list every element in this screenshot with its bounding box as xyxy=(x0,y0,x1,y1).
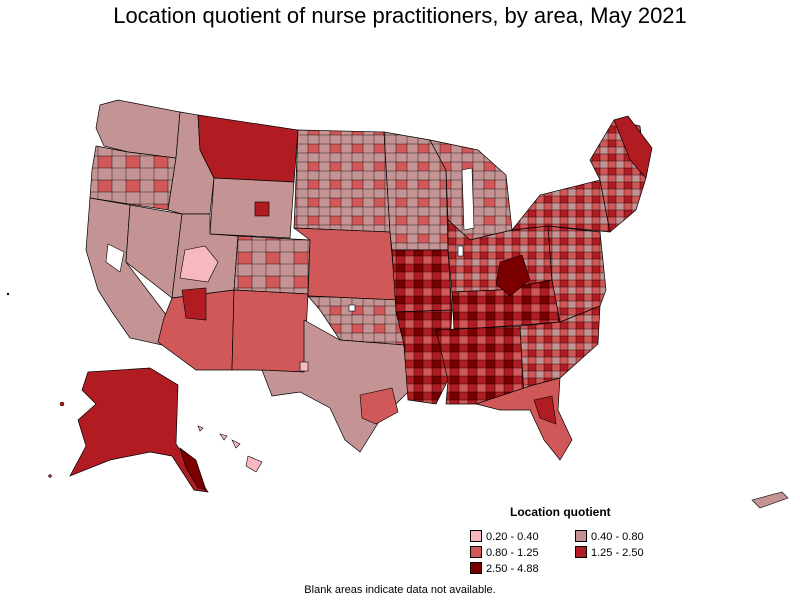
area-utah-low xyxy=(179,245,219,283)
legend-swatch-2 xyxy=(575,530,587,542)
legend-item-2: 0.40 - 0.80 xyxy=(575,530,644,544)
region-virginia-westvirginia xyxy=(547,225,607,323)
area-wyoming-high xyxy=(254,201,270,217)
area-illinois-blank xyxy=(457,245,464,257)
region-new-mexico xyxy=(231,289,309,373)
area-appalachia-high xyxy=(495,254,531,297)
territory-island xyxy=(6,292,10,296)
legend-swatch-1 xyxy=(470,530,482,542)
region-wyoming xyxy=(209,177,295,239)
alaska-island-1 xyxy=(59,401,65,407)
region-colorado xyxy=(233,235,311,295)
legend-title: Location quotient xyxy=(510,505,611,519)
legend-item-4: 1.25 - 2.50 xyxy=(575,546,644,560)
area-florida-high xyxy=(533,395,557,425)
area-texas-coast xyxy=(359,387,399,425)
region-montana xyxy=(197,114,299,183)
region-hawaii xyxy=(197,425,263,473)
footnote: Blank areas indicate data not available. xyxy=(304,584,496,596)
legend-item-5: 2.50 - 4.88 xyxy=(470,562,539,576)
region-nebraska-kansas xyxy=(292,227,397,301)
legend-item-1: 0.20 - 0.40 xyxy=(470,530,539,544)
alaska-island-2 xyxy=(48,474,52,478)
area-alaska-southeast xyxy=(179,447,207,491)
region-alaska xyxy=(69,367,209,493)
area-texas-blank xyxy=(299,361,309,372)
area-arizona-high xyxy=(181,287,207,321)
legend-label-3: 0.80 - 1.25 xyxy=(486,547,539,559)
legend-label-1: 0.20 - 0.40 xyxy=(486,531,539,543)
legend-label-4: 1.25 - 2.50 xyxy=(591,547,644,559)
legend-item-3: 0.80 - 1.25 xyxy=(470,546,539,560)
legend-swatch-4 xyxy=(575,546,587,558)
legend-label-2: 0.40 - 0.80 xyxy=(591,531,644,543)
area-oklahoma-blank xyxy=(348,304,356,312)
region-new-york-pennsylvania xyxy=(511,179,611,233)
region-dakotas xyxy=(293,129,391,233)
region-missouri xyxy=(391,249,453,313)
legend-swatch-3 xyxy=(470,546,482,558)
legend-label-5: 2.50 - 4.88 xyxy=(486,563,539,575)
area-lake-michigan xyxy=(461,167,475,231)
region-puerto-rico xyxy=(751,491,789,509)
area-nevada-blank xyxy=(105,243,125,273)
legend-swatch-5 xyxy=(470,562,482,574)
region-maine xyxy=(613,115,653,179)
page-title: Location quotient of nurse practitioners… xyxy=(113,3,687,28)
